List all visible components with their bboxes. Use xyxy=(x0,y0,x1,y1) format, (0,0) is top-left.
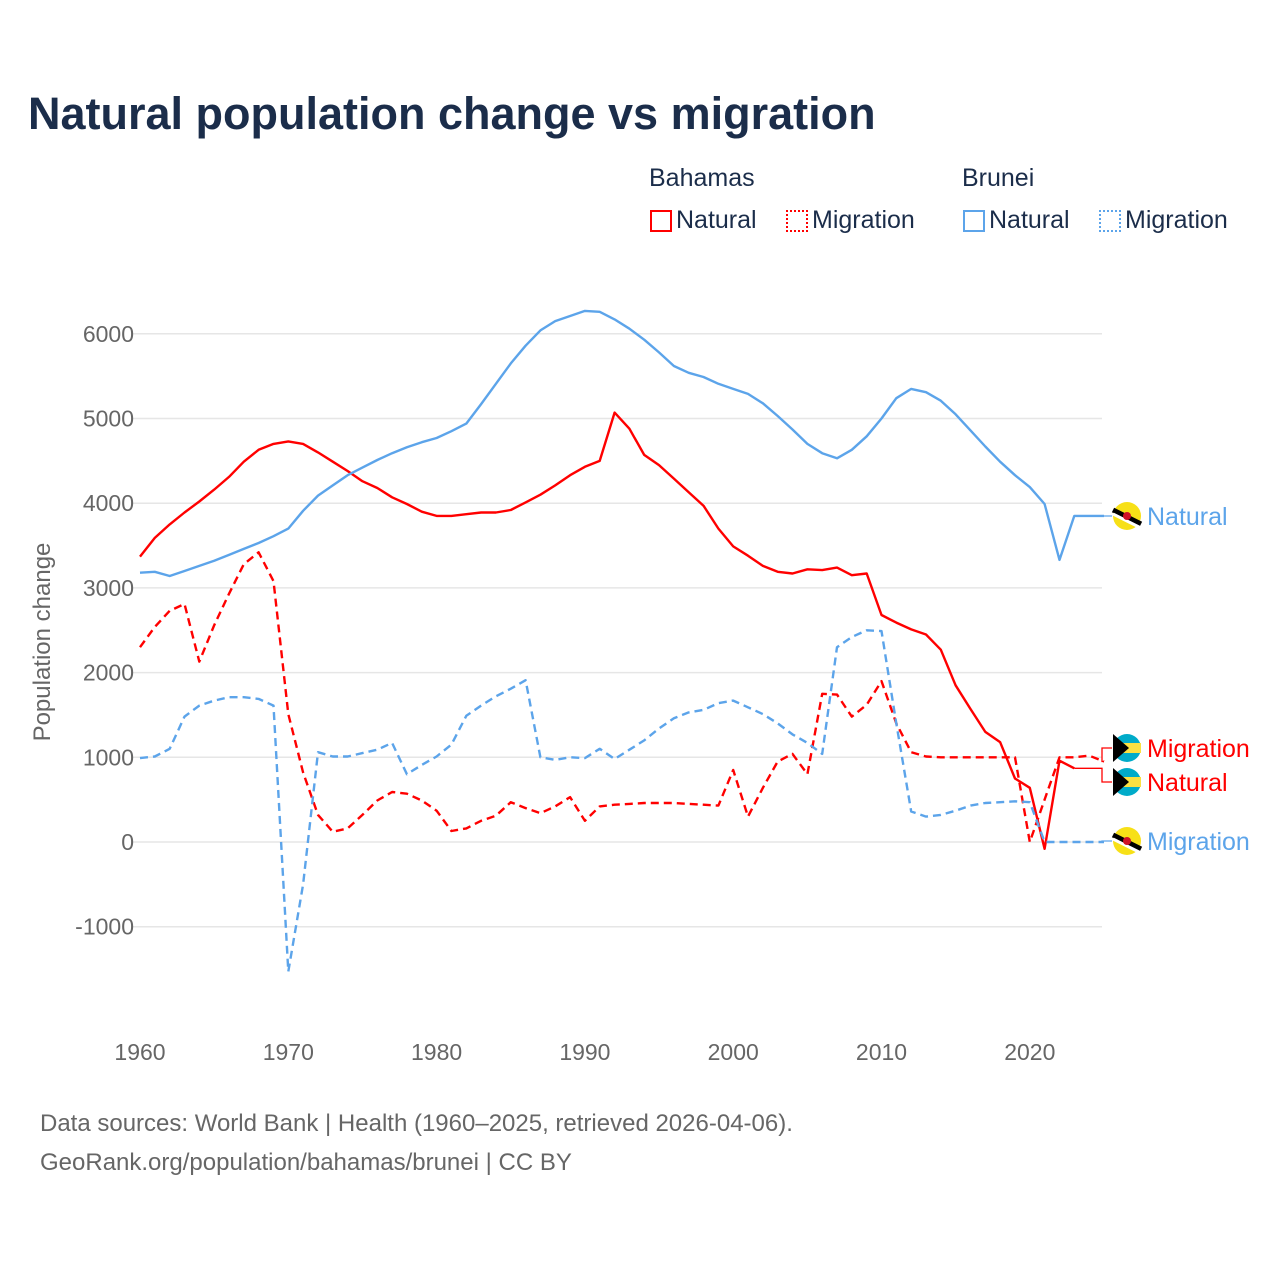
end-label: Migration xyxy=(1147,735,1250,763)
flag-stripe xyxy=(1112,512,1142,530)
flag-emblem xyxy=(1123,512,1131,520)
legend-swatch-solid xyxy=(963,209,985,232)
legend-group-bahamas: Bahamas xyxy=(649,164,755,192)
end-label: Natural xyxy=(1147,503,1228,531)
x-tick-label: 1970 xyxy=(263,1039,314,1065)
label-connector xyxy=(1101,747,1112,763)
legend-label: Natural xyxy=(676,206,757,234)
chart-title: Natural population change vs migration xyxy=(28,88,876,139)
source-line-1: Data sources: World Bank | Health (1960–… xyxy=(40,1110,793,1137)
end-label: Migration xyxy=(1147,828,1250,856)
label-connector xyxy=(1074,767,1112,783)
series-line-bahamas-natural xyxy=(139,411,1075,850)
legend-swatch-dotted xyxy=(1099,209,1121,232)
x-tick-label: 2000 xyxy=(708,1039,759,1065)
legend-brunei-migration[interactable]: Migration xyxy=(1099,206,1228,235)
flag-triangle xyxy=(1113,768,1129,796)
flag-triangle xyxy=(1113,734,1129,762)
series-line-brunei-natural xyxy=(139,309,1104,578)
legend-bahamas-migration[interactable]: Migration xyxy=(786,206,915,235)
legend-brunei-natural[interactable]: Natural xyxy=(963,206,1070,235)
y-tick-label: -1000 xyxy=(75,914,134,940)
x-tick-label: 1980 xyxy=(411,1039,462,1065)
flag-emblem xyxy=(1123,837,1131,845)
brunei-flag-icon xyxy=(1111,827,1143,855)
y-tick-label: 2000 xyxy=(83,660,134,686)
bahamas-flag-icon xyxy=(1113,734,1141,762)
y-axis-label: Population change xyxy=(29,543,56,742)
source-line-2[interactable]: GeoRank.org/population/bahamas/brunei | … xyxy=(40,1149,572,1176)
y-tick-label: 1000 xyxy=(83,744,134,770)
y-tick-label: 0 xyxy=(121,829,134,855)
y-tick-label: 5000 xyxy=(83,406,134,432)
label-connector xyxy=(1101,840,1112,843)
y-tick-label: 3000 xyxy=(83,575,134,601)
legend-label: Migration xyxy=(812,206,915,234)
brunei-flag-icon xyxy=(1111,502,1143,530)
legend-swatch-dotted xyxy=(786,209,808,232)
legend-label: Migration xyxy=(1125,206,1228,234)
flag-stripe xyxy=(1112,837,1142,855)
series-line-brunei-migration xyxy=(139,629,1104,973)
legend-label: Natural xyxy=(989,206,1070,234)
y-tick-label: 4000 xyxy=(83,490,134,516)
legend-bahamas-natural[interactable]: Natural xyxy=(650,206,757,235)
y-tick-label: 6000 xyxy=(83,321,134,347)
series-line-bahamas-migration xyxy=(139,551,1105,844)
x-tick-label: 1990 xyxy=(559,1039,610,1065)
x-tick-label: 1960 xyxy=(114,1039,165,1065)
legend-group-brunei: Brunei xyxy=(962,164,1035,192)
legend-swatch-solid xyxy=(650,209,672,232)
bahamas-flag-icon xyxy=(1113,768,1141,796)
x-tick-label: 2020 xyxy=(1004,1039,1055,1065)
end-label: Natural xyxy=(1147,769,1228,797)
x-tick-label: 2010 xyxy=(856,1039,907,1065)
